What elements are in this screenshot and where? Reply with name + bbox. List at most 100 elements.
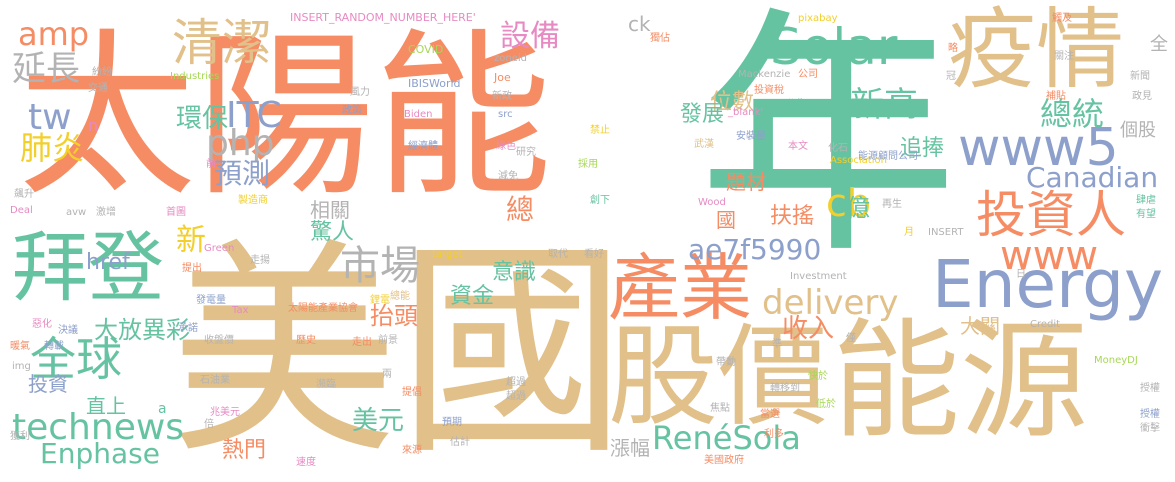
word: 個股 [1120,120,1156,141]
word: COVID [408,43,444,56]
word: 新高 [850,85,918,125]
word: Canadian [1026,161,1159,194]
word: 驚人 [310,220,355,245]
word: Green [204,243,235,254]
word: Joe [494,71,511,84]
word: 扶搖 [770,204,815,229]
word: IBISWorld [408,77,461,90]
word: pixabay [798,13,838,24]
word: 轉移到 [770,383,800,394]
word: 歷史 [296,335,316,346]
word: 資金 [450,284,495,309]
word: Solar [770,18,898,76]
word: src [498,109,513,120]
word: 直上 [86,394,126,418]
word: 看好 [584,249,604,260]
word: 太陽能 [18,13,552,220]
word: 新聞 [1130,71,1150,82]
word: 能源 [832,307,1089,456]
word: 激增 [96,207,116,218]
word: 美國政府 [704,455,744,466]
word: Mackenzie [738,69,791,80]
word: 能源顧問公司 [858,151,918,162]
word: delivery [762,283,899,323]
word: 授權 [1140,383,1160,394]
word: 決議 [58,325,78,336]
word: 億 [846,194,870,222]
word: 延長 [12,49,80,89]
word: 市場 [340,243,420,289]
word: 禁止 [590,125,610,136]
word: 獲利 [10,431,30,442]
word: Enphase [40,437,160,470]
word: 國 [716,208,736,232]
word: 追捧 [900,136,945,161]
word: 美元 [352,406,405,436]
word: RenéSola [652,419,801,457]
word: 總 [506,193,535,226]
word: 來源 [402,445,422,456]
word: 前 [206,159,216,170]
word: 預期 [442,417,462,428]
word: 前景 [378,335,398,346]
word: 創下 [590,195,610,206]
word: 熱門 [222,438,267,463]
word: 速度 [296,457,316,468]
word: 大放異彩 [94,316,190,344]
word: 清潔 [172,14,272,72]
word: 政策 [342,105,362,116]
word: Association [830,155,887,166]
word: Tax [232,305,249,316]
word: 觸及 [1052,13,1072,24]
word: 全球 [30,332,122,386]
word: Industries [170,71,220,82]
word: _blank' [728,107,764,118]
word: cb [826,181,872,225]
word: 兩 [382,369,392,380]
word: 快於 [808,371,828,382]
word: 疫情 [948,0,1125,101]
word: tw [28,97,72,138]
word: 超過 [506,391,526,402]
word: 安裝量 [736,131,766,142]
word: 補貼 [1046,91,1066,102]
word: n [88,116,99,135]
word: 獨佔 [650,33,670,44]
word: 美國 [170,219,626,482]
word: 再生 [882,199,902,210]
word: 利多 [764,429,784,440]
word: 紛紛 [92,67,112,78]
word: 投資稅 [754,85,784,96]
word: 產業 [608,246,753,330]
word: 僅 [846,333,856,344]
word: 交通 [88,83,108,94]
word: 意識 [492,260,537,285]
word: 肆虐 [1136,195,1156,206]
word: 兆美元 [210,407,240,418]
word: 衝擊 [1140,423,1160,434]
word: Biden [404,109,433,120]
word: 準 [772,339,782,350]
word: avw [66,207,87,218]
word: 走出 [352,337,372,348]
word: 本文 [788,141,808,152]
word: 漲幅 [610,436,650,460]
word: 取代 [548,249,568,260]
word: 惡化 [32,319,52,330]
word: 抬頭 [370,302,418,330]
word: www5 [958,118,1119,178]
word: 石油業 [200,375,230,386]
word: 授權 [1140,409,1160,420]
word: 預測 [214,157,271,190]
word: img [12,361,31,372]
word: ck [628,12,651,36]
word: 設備 [500,19,560,54]
word: 飆升 [14,189,34,200]
word: 總統 [1040,95,1105,133]
word: target [432,249,463,260]
word: 承諾 [178,323,198,334]
word: 提倡 [402,387,422,398]
word: 股價 [608,313,828,441]
word: Energy [932,246,1164,323]
